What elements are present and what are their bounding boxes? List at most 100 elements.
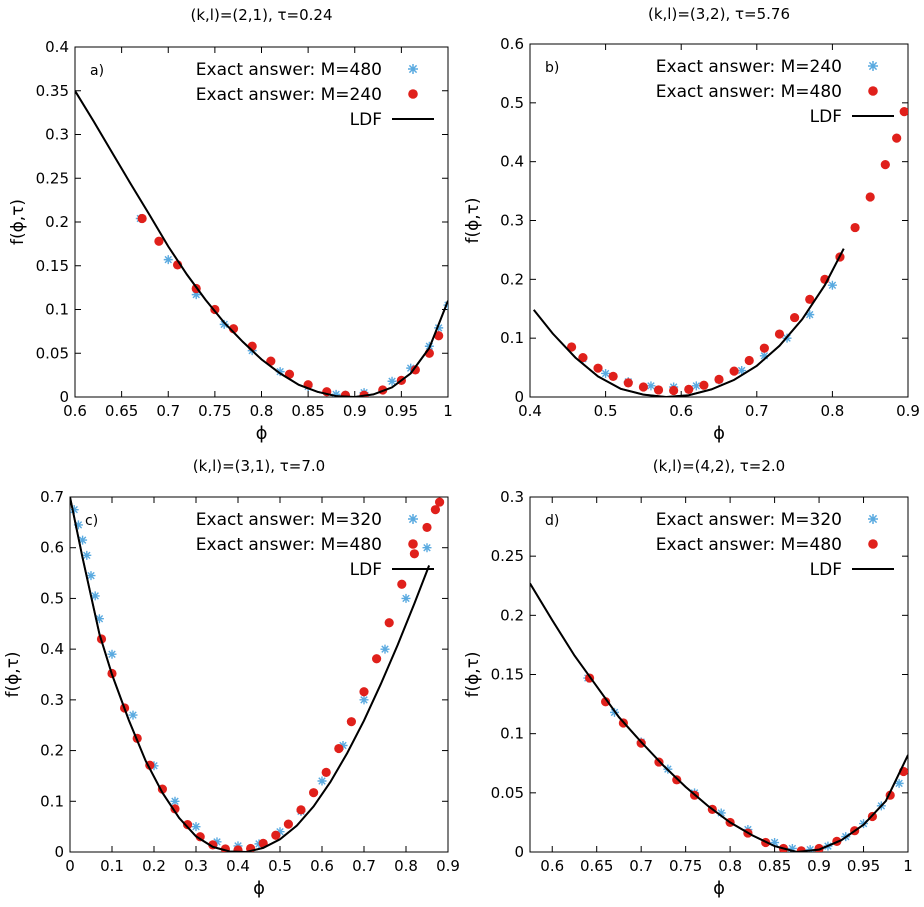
panel-a: (k,l)=(2,1), τ=0.24 0.6 0.65 0.7 0.75 0.8 0.85… (8, 6, 453, 444)
star-point (827, 280, 837, 290)
star-point (191, 822, 201, 832)
star-point (787, 843, 797, 852)
dot-point (865, 192, 875, 202)
y-tick-label: 0.25 (491, 547, 524, 565)
x-tick-label: 0.95 (385, 402, 418, 420)
data-area (70, 497, 445, 852)
panel-c: (k,l)=(3,1), τ=7.0 0 0.1 0.2 0.3 0.4 0.5 0.6 0.7… (3, 457, 460, 899)
y-tick-label: 0 (514, 388, 524, 406)
dot-point (566, 342, 577, 352)
legend-label: Exact answer: M=320 (196, 510, 382, 530)
star-point (275, 367, 285, 377)
dot-point (699, 380, 709, 390)
x-tick-label: 0.1 (100, 857, 124, 875)
y-tick-label: 0.1 (500, 725, 524, 743)
dot-point (195, 832, 205, 842)
chart-title: (k,l)=(2,1), τ=0.24 (191, 6, 333, 24)
star-point (387, 376, 397, 386)
legend-label: LDF (810, 560, 842, 580)
dot-point (359, 687, 369, 697)
plot-frame (69, 496, 449, 853)
legend-swatch-star (868, 61, 878, 71)
x-tick-label: 0.9 (896, 402, 920, 420)
star-point (434, 323, 444, 333)
x-tick-label: 0.8 (820, 402, 844, 420)
star-point (691, 381, 701, 391)
dot-point (593, 363, 603, 373)
x-tick-label: 0.7 (629, 857, 653, 875)
series-line-ldf-overlay (70, 497, 430, 852)
dot-point (759, 343, 769, 353)
dot-point (434, 331, 444, 341)
series-line-ldf-overlay (75, 90, 448, 397)
star-point (759, 351, 769, 361)
chart-title: (k,l)=(3,2), τ=5.76 (648, 5, 790, 23)
y-tick-label: 0 (54, 843, 64, 861)
dot-point (729, 366, 739, 376)
legend-label: Exact answer: M=480 (656, 82, 842, 102)
y-tick-label: 0.3 (45, 126, 69, 144)
y-tick-label: 0 (514, 843, 524, 861)
dot-point (435, 497, 445, 507)
star-point (601, 368, 611, 378)
y-tick-label: 0.1 (500, 329, 524, 347)
star-point (646, 381, 656, 391)
dot-point (684, 384, 694, 394)
star-point (90, 591, 100, 601)
legend-label: Exact answer: M=480 (656, 535, 842, 555)
y-axis-label: f(ϕ,τ) (3, 651, 23, 697)
series-line-ldf-overlay (533, 248, 845, 397)
x-tick-label: 0.8 (250, 402, 274, 420)
y-tick-label: 0 (59, 388, 69, 406)
star-point (716, 808, 726, 818)
dot-point (233, 845, 243, 852)
dot-point (154, 236, 164, 246)
x-tick-label: 0.6 (310, 857, 334, 875)
legend-swatch-dot (868, 86, 878, 96)
dot-point (422, 522, 432, 533)
star-point (163, 255, 173, 265)
star-point (78, 535, 88, 545)
star-point (191, 290, 201, 300)
star-point (770, 838, 780, 848)
panel-d: (k,l)=(4,2), τ=2.0 0.6 0.65 0.7 0.75 0.8 0.85 0… (463, 457, 913, 899)
dot-point (623, 378, 633, 388)
data-area (530, 582, 908, 852)
dot-point (601, 697, 611, 707)
x-tick-label: 0.8 (718, 857, 742, 875)
dot-point (669, 385, 679, 396)
chart-title: (k,l)=(3,1), τ=7.0 (193, 457, 325, 475)
y-tick-label: 0.3 (40, 691, 64, 709)
y-tick-label: 0.2 (45, 213, 69, 231)
x-tick-label: 0.65 (105, 402, 138, 420)
dot-point (880, 160, 890, 170)
dot-point (899, 107, 908, 117)
y-tick-label: 0.25 (36, 169, 69, 187)
star-point (219, 319, 229, 329)
y-tick-label: 0.35 (36, 82, 69, 100)
legend-label: Exact answer: M=240 (196, 85, 382, 105)
star-point (359, 695, 369, 705)
star-point (737, 366, 747, 376)
panel-label: b) (545, 60, 559, 76)
legend-label: LDF (350, 110, 382, 130)
x-tick-label: 0.4 (226, 857, 250, 875)
dot-point (271, 830, 281, 840)
dot-point (346, 717, 356, 727)
x-tick-label: 1 (903, 857, 913, 875)
dot-point (266, 356, 276, 366)
x-tick-label: 0.2 (142, 857, 166, 875)
dot-point (384, 618, 394, 628)
dot-point (334, 743, 344, 754)
y-tick-label: 0.1 (40, 792, 64, 810)
x-tick-label: 0.85 (758, 857, 791, 875)
y-tick-label: 0.7 (40, 488, 64, 506)
x-tick-label: 0.3 (184, 857, 208, 875)
dot-point (340, 390, 351, 397)
dot-point (608, 371, 618, 382)
legend-swatch-star (408, 64, 418, 74)
x-tick-label: 0.6 (669, 402, 693, 420)
y-tick-label: 0.05 (491, 784, 524, 802)
x-axis-label: ϕ (256, 423, 268, 444)
